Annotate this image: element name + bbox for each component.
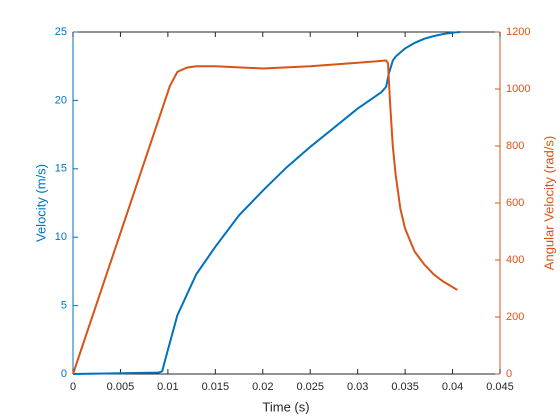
y-tick-label: 25: [55, 26, 67, 38]
y2-tick-label: 800: [506, 140, 524, 152]
y-axis-label: Velocity (m/s): [33, 164, 48, 242]
x-tick-label: 0.045: [486, 381, 514, 393]
y2-tick-label: 400: [506, 254, 524, 266]
x-tick-label: 0.01: [157, 381, 178, 393]
y2-tick-label: 1000: [506, 83, 530, 95]
x-tick-label: 0.015: [202, 381, 230, 393]
x-axis-label: Time (s): [262, 399, 309, 414]
y2-tick-label: 1200: [506, 26, 530, 38]
x-tick-label: 0.02: [252, 381, 273, 393]
y-tick-label: 10: [55, 231, 67, 243]
plot-area: [73, 32, 500, 374]
y-tick-label: 0: [61, 368, 67, 380]
x-tick-label: 0.005: [107, 381, 135, 393]
y2-tick-label: 0: [506, 368, 512, 380]
x-tick-label: 0.035: [391, 381, 419, 393]
x-tick-label: 0: [70, 381, 76, 393]
y2-axis-label: Angular Velocity (rad/s): [541, 136, 556, 270]
y2-tick-label: 200: [506, 311, 524, 323]
line-series: [72, 31, 461, 375]
y-tick-label: 15: [55, 163, 67, 175]
line-series: [72, 59, 458, 375]
x-tick-label: 0.025: [296, 381, 324, 393]
x-tick-label: 0.03: [347, 381, 368, 393]
y2-tick-label: 600: [506, 197, 524, 209]
y-tick-label: 5: [61, 300, 67, 312]
x-tick-label: 0.04: [442, 381, 463, 393]
y-tick-label: 20: [55, 94, 67, 106]
